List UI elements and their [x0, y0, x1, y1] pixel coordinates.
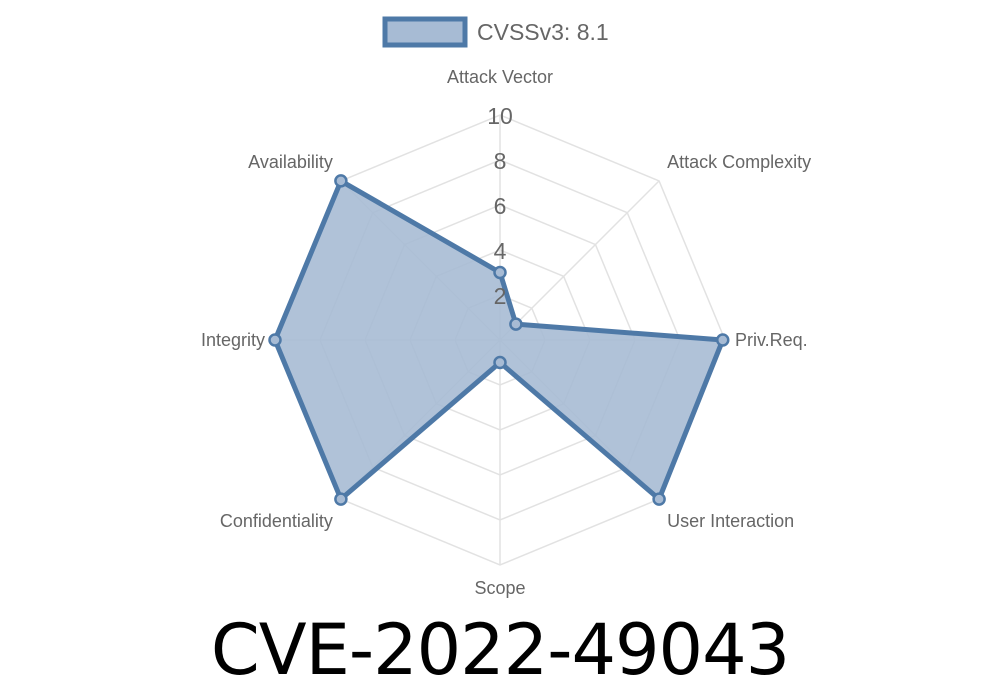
data-point[interactable] [334, 174, 348, 188]
series [268, 174, 730, 506]
data-point[interactable] [493, 355, 507, 370]
radar-chart: 2 4 6 8 10 Attack Vector Attack Complexity Pri… [201, 16, 811, 598]
axis-label: User Interaction [667, 511, 794, 531]
data-point[interactable] [716, 333, 730, 347]
tick-label: 2 [494, 283, 507, 309]
legend[interactable]: CVSSv3: 8.1 [382, 16, 609, 48]
axis-label: Scope [474, 578, 525, 598]
axis-label: Attack Vector [447, 67, 553, 87]
axis-labels: Attack Vector Attack Complexity Priv.Req. U… [201, 67, 811, 598]
axis-label: Confidentiality [220, 511, 333, 531]
legend-label: CVSSv3: 8.1 [477, 19, 609, 45]
tick-label: 4 [494, 238, 507, 264]
legend-swatch [382, 16, 468, 48]
tick-label: 10 [487, 103, 513, 129]
tick-label: 6 [494, 193, 507, 219]
data-point[interactable] [509, 317, 523, 331]
data-point[interactable] [652, 492, 666, 506]
axis-label: Attack Complexity [667, 152, 811, 172]
tick-labels: 2 4 6 8 10 [487, 103, 513, 309]
axis-label: Integrity [201, 330, 265, 350]
grid-spoke [499, 180, 660, 341]
data-point[interactable] [268, 333, 282, 347]
series-area [272, 178, 726, 502]
tick-label: 8 [494, 148, 507, 174]
data-point[interactable] [493, 265, 507, 280]
page-title: CVE-2022-49043 [210, 609, 790, 691]
axis-label: Availability [248, 152, 333, 172]
axis-label: Priv.Req. [735, 330, 808, 350]
data-point[interactable] [334, 492, 348, 506]
